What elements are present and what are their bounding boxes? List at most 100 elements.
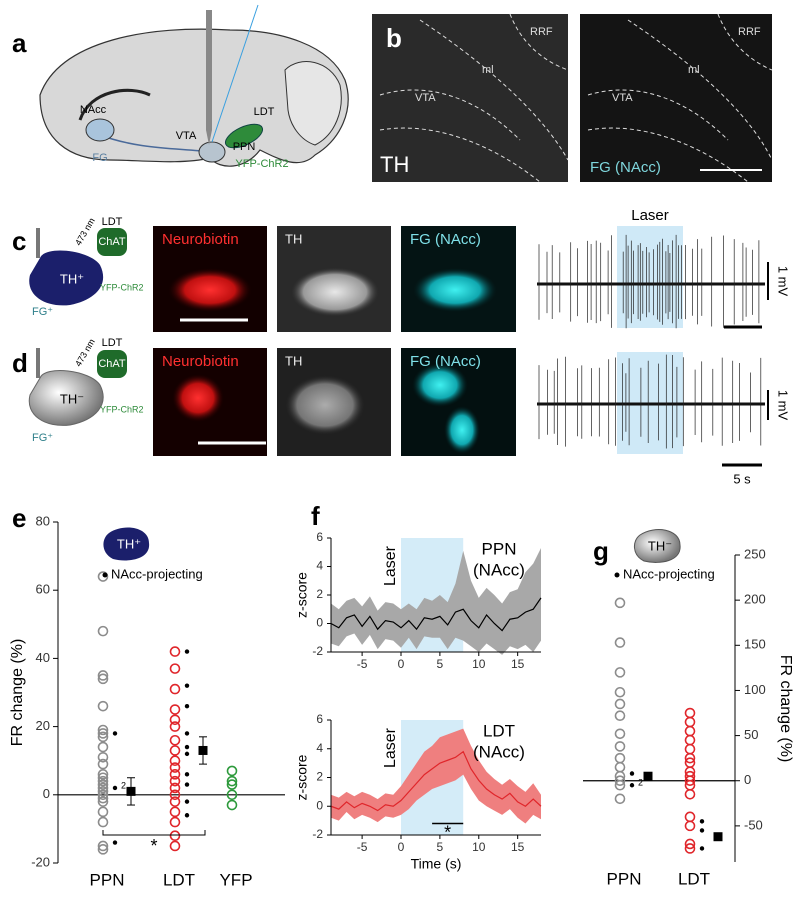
panel-label: b (386, 23, 402, 53)
panel-a: a NAcc FG VTA PPN LDT YFP-ChR2 (12, 4, 349, 170)
x-tick-label: PPN (90, 870, 125, 889)
point (97, 779, 109, 790)
y-tick-label: 20 (36, 718, 50, 733)
icon-label: LDT (102, 337, 123, 349)
x-axis-label: Time (s) (411, 856, 462, 872)
cell-image (444, 406, 480, 454)
cell-image (172, 374, 224, 422)
projecting-point (184, 772, 190, 777)
point (97, 625, 109, 637)
point (97, 775, 109, 787)
point (97, 673, 109, 685)
vta-region (198, 141, 226, 163)
image-label: Neurobiotin (162, 231, 239, 248)
icon-label: YFP-ChR2 (100, 404, 144, 414)
y-tick-label: 6 (316, 530, 323, 544)
outline (587, 13, 773, 183)
ppn-ldt-region (224, 123, 264, 149)
point (226, 779, 238, 790)
point (169, 769, 181, 780)
projecting-point (699, 846, 705, 851)
significance-label: * (150, 836, 157, 856)
point (97, 772, 109, 784)
region-label: PPN (233, 141, 256, 153)
point (97, 724, 109, 736)
spikes (538, 354, 762, 449)
point (169, 816, 181, 828)
x-tick-label: PPN (607, 869, 642, 888)
panel-b: b RRF ml VTA TH RRF ml VTA FG (NAcc) (372, 13, 773, 183)
legend-marker (614, 572, 620, 578)
band (331, 728, 541, 824)
projecting-point (699, 828, 705, 833)
x-tick-label: YFP (219, 870, 252, 889)
projecting-point (629, 783, 635, 788)
point (169, 714, 181, 726)
image-label: Neurobiotin (162, 353, 239, 370)
y-tick-label: 0 (316, 798, 323, 812)
image-label: FG (NAcc) (410, 353, 481, 370)
point (97, 786, 109, 797)
y-tick-label: 200 (744, 592, 766, 607)
point (684, 725, 696, 737)
legend-marker (102, 572, 108, 578)
panel-d: d ChAT LDT 473 nm TH⁻ FG⁺ YFP-ChR2 Neuro… (12, 337, 791, 487)
point (169, 796, 181, 807)
point (684, 788, 696, 800)
point (614, 752, 626, 764)
point (614, 741, 626, 752)
projecting-point (112, 840, 118, 845)
x-tick-label: 15 (511, 657, 525, 671)
icon-label: YFP-ChR2 (100, 282, 144, 292)
projecting-point (184, 799, 190, 804)
count-label: 2 (121, 780, 126, 790)
cerebellum (284, 61, 342, 146)
point (684, 707, 696, 719)
point (97, 731, 109, 743)
cell-image (413, 268, 497, 312)
y-tick-label: 4 (316, 741, 323, 755)
point (684, 811, 696, 823)
scale-label: 1 mV (776, 390, 791, 421)
projecting-point (112, 785, 118, 791)
projecting-point (699, 819, 705, 824)
x-tick-label: -5 (357, 657, 368, 671)
y-tick-label: 0 (744, 772, 751, 787)
x-tick-label: 10 (472, 657, 486, 671)
panel-label: g (593, 536, 609, 566)
icon-label: TH⁻ (648, 538, 672, 553)
point (614, 779, 626, 791)
region-label: RRF (738, 26, 761, 38)
point (169, 830, 181, 842)
y-tick-label: -2 (312, 644, 323, 658)
laser-label: Laser (382, 727, 399, 768)
projecting-point (184, 813, 190, 818)
region-label: VTA (176, 130, 197, 142)
point (169, 734, 181, 746)
point (169, 806, 181, 818)
point (169, 789, 181, 801)
count-label: 2 (638, 778, 643, 788)
group-label: (NAcc) (473, 742, 525, 761)
cell-image (290, 267, 380, 317)
mean-marker (198, 745, 208, 755)
spikes (538, 234, 760, 329)
cell-icon (634, 529, 681, 563)
panel-c: c ChAT LDT 473 nm TH⁺ FG⁺ YFP-ChR2 Neuro… (12, 207, 791, 332)
point (169, 704, 181, 715)
projecting-point (184, 782, 190, 787)
group-label: (NAcc) (473, 560, 525, 579)
point (614, 761, 626, 773)
point (684, 820, 696, 832)
point (614, 775, 626, 787)
point (169, 775, 181, 787)
projecting-point (184, 703, 190, 709)
point (97, 700, 109, 712)
micrograph (372, 14, 568, 182)
icon-label: FG⁺ (32, 306, 53, 318)
projecting-point (184, 751, 190, 757)
point (226, 775, 238, 787)
y-tick-label: 0 (43, 786, 50, 801)
mean-line (330, 597, 542, 632)
